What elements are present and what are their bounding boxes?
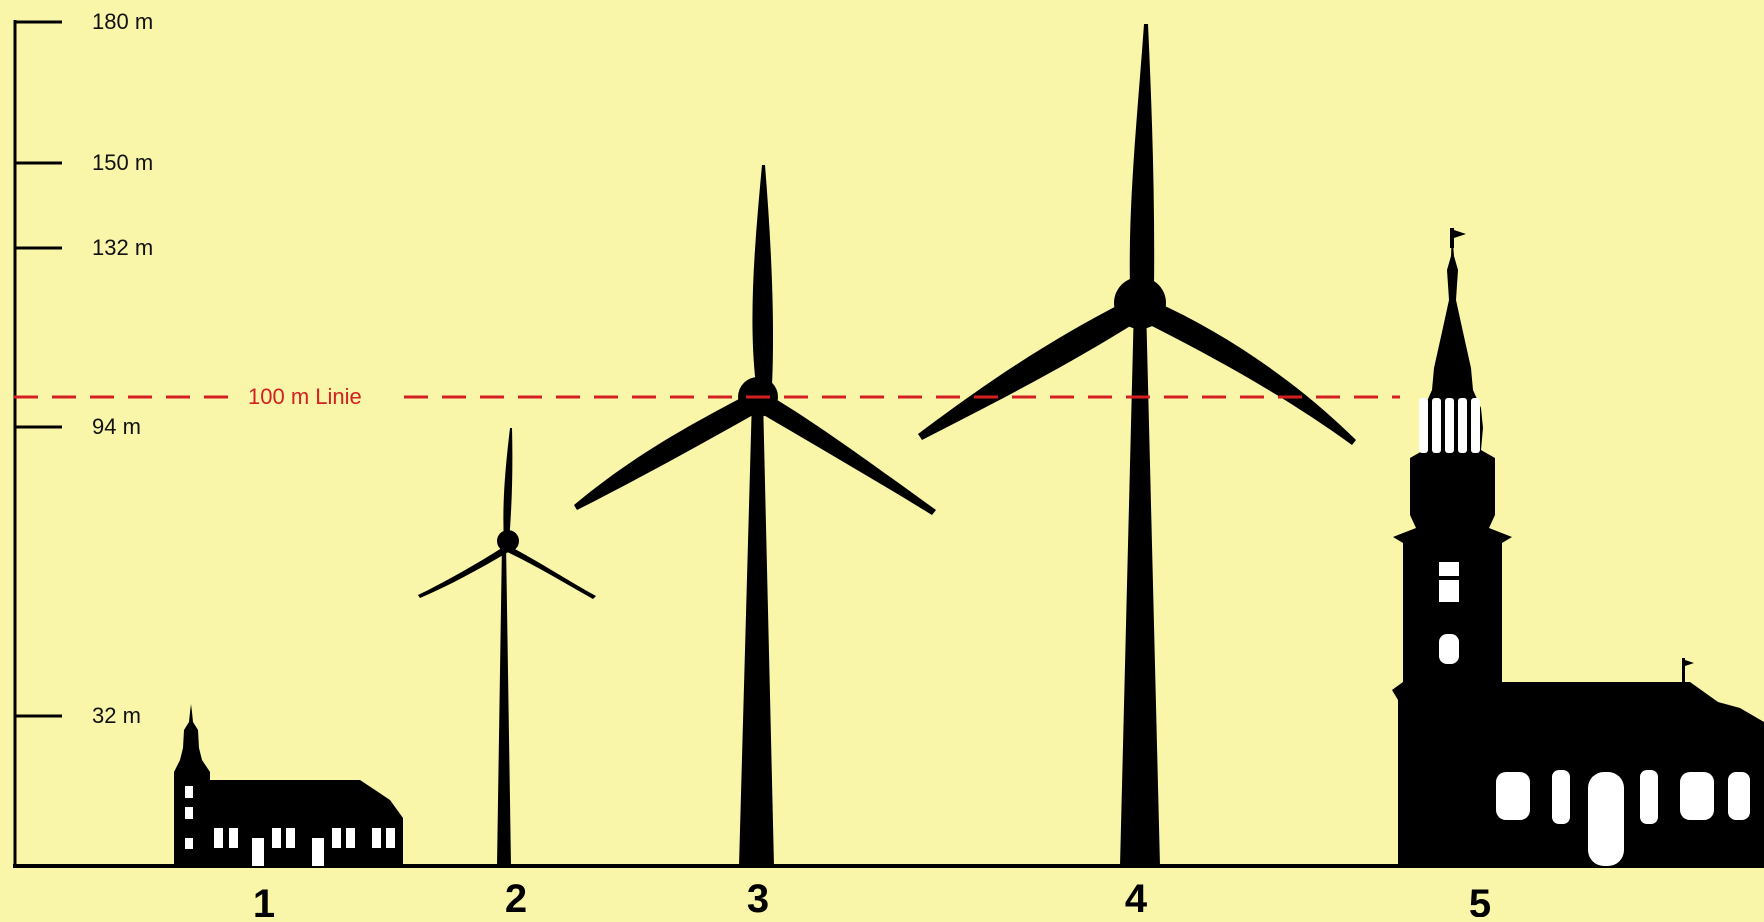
wind-turbine-3 — [574, 165, 936, 866]
turbine-2-blade-right — [505, 546, 596, 599]
turbine-2-tower — [497, 542, 511, 866]
wind-turbine-2 — [418, 428, 596, 866]
reference-line-100m: 100 m Linie — [14, 384, 1400, 409]
turbine-2-blade-left — [418, 546, 510, 598]
large-church-5-windows — [1419, 398, 1750, 866]
scale-label-32: 32 m — [92, 703, 141, 728]
scale-label-132: 132 m — [92, 235, 153, 260]
turbine-4-blade-right — [1140, 300, 1356, 445]
turbine-2-hub — [497, 530, 519, 552]
small-church-1 — [174, 704, 403, 866]
object-number-4: 4 — [1125, 877, 1148, 917]
turbine-3-blade-up — [752, 165, 774, 385]
scale-label-94: 94 m — [92, 414, 141, 439]
scale-label-180: 180 m — [92, 9, 153, 34]
object-numbers: 1 2 3 4 5 — [253, 877, 1491, 922]
turbine-4-blade-left — [918, 300, 1140, 440]
object-number-1: 1 — [253, 882, 275, 917]
turbine-4-hub — [1114, 277, 1166, 329]
turbine-4-blade-up — [1129, 24, 1155, 288]
turbine-3-blade-right — [755, 392, 936, 515]
turbine-4-tower — [1120, 304, 1160, 866]
object-number-2: 2 — [505, 877, 527, 917]
reference-line-label: 100 m Linie — [248, 384, 362, 409]
large-church-5 — [1392, 228, 1764, 866]
turbine-2-blade-up — [503, 428, 513, 542]
small-church-1-windows — [185, 786, 395, 866]
wind-turbine-4 — [918, 24, 1356, 866]
object-number-5: 5 — [1469, 882, 1491, 917]
turbine-3-tower — [739, 398, 774, 866]
large-church-5-silhouette — [1392, 232, 1764, 866]
turbine-3-blade-left — [574, 392, 762, 510]
large-church-5-flag — [1450, 228, 1466, 248]
scale-label-150: 150 m — [92, 150, 153, 175]
large-church-5-roof-flag — [1682, 658, 1694, 682]
object-number-3: 3 — [747, 877, 769, 917]
small-church-1-silhouette — [174, 704, 403, 866]
